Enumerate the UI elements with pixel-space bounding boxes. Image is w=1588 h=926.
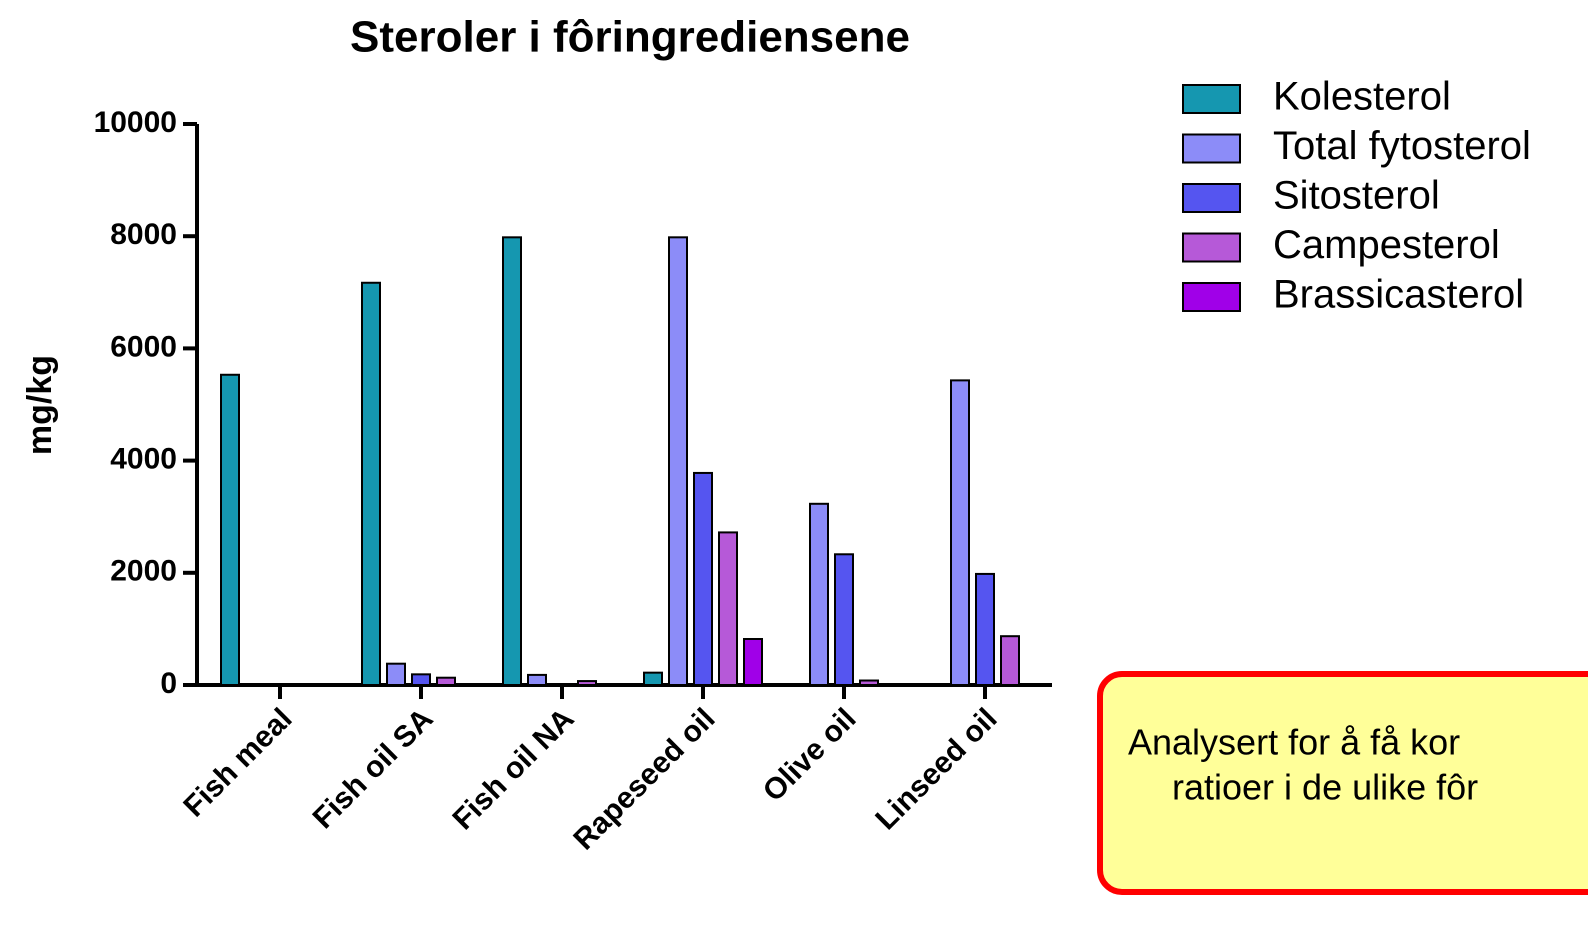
legend-label: Total fytosterol <box>1273 124 1531 168</box>
y-tick-label: 0 <box>160 667 177 700</box>
legend-swatch <box>1182 133 1241 164</box>
x-tick-label: Fish oil NA <box>446 702 580 836</box>
bar <box>502 236 522 687</box>
y-tick-label: 2000 <box>110 555 177 588</box>
legend-label: Sitosterol <box>1273 174 1440 218</box>
bar <box>950 379 970 686</box>
annotation-text: ratioer i de ulike fôr <box>1172 767 1478 808</box>
chart-title: Steroler i fôringrediensene <box>350 13 910 62</box>
bar <box>411 673 431 687</box>
legend-swatch <box>1182 84 1241 114</box>
bar <box>1000 635 1020 686</box>
y-axis-label: mg/kg <box>21 355 59 455</box>
bar <box>668 236 688 687</box>
bar <box>643 671 663 687</box>
bar <box>436 676 456 686</box>
y-tick-label: 4000 <box>110 443 177 476</box>
bar <box>859 679 879 687</box>
x-tick-label: Rapeseed oil <box>567 702 721 856</box>
y-tick-label: 6000 <box>110 330 177 363</box>
bar <box>361 281 381 686</box>
x-tick-label: Olive oil <box>757 702 863 808</box>
bar <box>809 502 829 686</box>
annotation-text: Analysert for å få kor <box>1128 722 1460 763</box>
bar <box>718 531 738 687</box>
bar <box>527 673 547 686</box>
annotation-box <box>1097 671 1588 895</box>
legend-swatch <box>1182 232 1241 263</box>
bar <box>975 572 995 686</box>
bar <box>834 553 854 686</box>
bar <box>577 680 597 686</box>
y-tick-label: 8000 <box>110 218 177 251</box>
x-tick-label: Fish meal <box>177 702 298 823</box>
bar <box>220 373 240 686</box>
bar <box>743 637 763 686</box>
x-tick-label: Fish oil SA <box>307 702 440 835</box>
x-tick-label: Linseed oil <box>869 702 1003 836</box>
legend-label: Kolesterol <box>1273 75 1451 119</box>
legend-swatch <box>1182 282 1241 312</box>
y-tick-label: 10000 <box>94 106 177 139</box>
bar <box>386 662 406 687</box>
legend-label: Brassicasterol <box>1273 273 1524 317</box>
legend-label: Campesterol <box>1273 223 1500 267</box>
bar <box>693 471 713 686</box>
legend-swatch <box>1182 183 1241 213</box>
